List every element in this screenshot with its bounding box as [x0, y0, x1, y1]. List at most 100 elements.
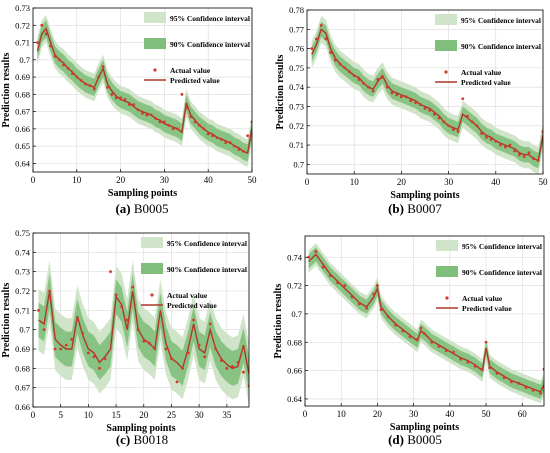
actual-point [401, 329, 405, 333]
actual-point [114, 293, 118, 297]
legend-actual-marker [444, 70, 448, 74]
x-tick-label: 60 [518, 409, 528, 419]
legend-ci90-swatch [141, 263, 163, 274]
x-tick-label: 40 [491, 177, 501, 187]
actual-point [92, 355, 96, 359]
actual-point [480, 132, 484, 135]
actual-point [385, 85, 389, 89]
caption-letter: (b) [388, 201, 404, 216]
actual-point [366, 85, 370, 89]
predicted-line [38, 290, 249, 375]
y-tick-label: 0.74 [15, 247, 31, 257]
actual-point [503, 145, 507, 149]
actual-point [211, 134, 214, 138]
actual-point [466, 114, 469, 118]
actual-point [215, 136, 219, 139]
actual-point [136, 328, 140, 332]
legend-predicted-label: Predicted value [462, 304, 512, 313]
actual-point [365, 306, 368, 310]
actual-point [225, 366, 229, 370]
actual-point [470, 120, 474, 124]
y-tick-label: 0.66 [15, 124, 30, 134]
ci95-band [308, 243, 544, 404]
actual-point [357, 302, 361, 306]
y-tick-label: 0.77 [289, 24, 304, 34]
panel-caption: (b) B0007 [388, 201, 442, 216]
x-axis-label: Sampling points [390, 422, 459, 433]
actual-point [319, 24, 323, 27]
x-tick-label: 25 [167, 410, 177, 420]
y-tick-label: 0.73 [15, 3, 30, 13]
actual-point [214, 347, 218, 351]
x-tick-label: 30 [160, 175, 170, 185]
actual-point [241, 149, 245, 153]
legend-ci95-label: 95% Confidence interval [167, 239, 247, 248]
actual-point [163, 120, 166, 124]
x-tick-label: 0 [305, 177, 310, 187]
actual-point [508, 143, 512, 147]
x-tick-label: 10 [337, 409, 347, 419]
actual-point [531, 389, 535, 392]
x-tick-label: 0 [31, 410, 36, 420]
actual-point [120, 305, 124, 308]
y-tick-label: 0.74 [289, 82, 305, 92]
actual-point [522, 155, 526, 159]
ci90-band [311, 21, 543, 169]
actual-point [57, 58, 61, 62]
actual-point [524, 386, 528, 389]
actual-point [66, 67, 70, 70]
actual-point [423, 107, 427, 110]
actual-point [376, 78, 380, 81]
actual-point [48, 289, 52, 293]
axes-frame [32, 232, 250, 408]
actual-point [236, 361, 240, 364]
x-tick-label: 50 [539, 177, 549, 187]
x-tick-label: 10 [72, 175, 82, 185]
y-tick-label: 0.66 [15, 402, 30, 412]
actual-point [452, 350, 455, 354]
y-tick-label: 0.72 [289, 121, 304, 131]
actual-point [307, 255, 311, 259]
y-tick-label: 0.73 [15, 267, 30, 277]
legend-actual-label: Actual value [170, 66, 211, 75]
actual-point [489, 137, 493, 141]
actual-point [101, 65, 105, 69]
actual-point [437, 116, 441, 120]
legend-actual-label: Actual value [167, 291, 208, 300]
actual-point [517, 381, 521, 385]
legend-ci90-swatch [436, 266, 458, 277]
legend-actual-marker [153, 68, 157, 72]
x-axis-label: Sampling points [106, 423, 175, 434]
x-tick-label: 40 [445, 409, 455, 419]
actual-point [447, 124, 450, 128]
actual-point [328, 274, 332, 278]
actual-point [473, 364, 477, 368]
actual-point [84, 82, 87, 86]
chart-panel-4: 0 10 20 30 40 50 60 0.64 0.66 0.68 0.7 0.72 0.74 Samp… [273, 235, 545, 447]
actual-point [451, 128, 455, 132]
actual-point [219, 359, 223, 362]
actual-point [170, 357, 173, 361]
chart-panel-1: 0 10 20 30 40 50 0.64 0.65 0.66 0.67 0.68 0.69 0.7 0.… [1, 3, 257, 216]
actual-point [314, 250, 318, 253]
legend-ci90-label: 90% Confidence interval [170, 40, 250, 49]
actual-point [329, 51, 332, 54]
y-tick-label: 0.71 [289, 140, 304, 150]
actual-point [71, 72, 74, 75]
x-tick-label: 30 [444, 177, 454, 187]
legend-predicted-label: Predicted value [170, 76, 220, 85]
actual-point [75, 75, 79, 79]
actual-point [536, 159, 540, 162]
legend-ci90-swatch [144, 38, 166, 49]
actual-point [193, 120, 197, 124]
y-axis-label: Prediction results [1, 282, 12, 357]
actual-point [49, 44, 52, 48]
actual-point [321, 265, 325, 269]
caption-name: B0005 [407, 432, 442, 447]
actual-point [502, 376, 506, 380]
actual-point [97, 75, 101, 79]
legend: 95% Confidence interval 90% Confidence in… [141, 237, 247, 310]
actual-point [400, 95, 403, 99]
x-tick-label: 20 [116, 175, 126, 185]
y-tick-label: 0.68 [15, 363, 30, 373]
